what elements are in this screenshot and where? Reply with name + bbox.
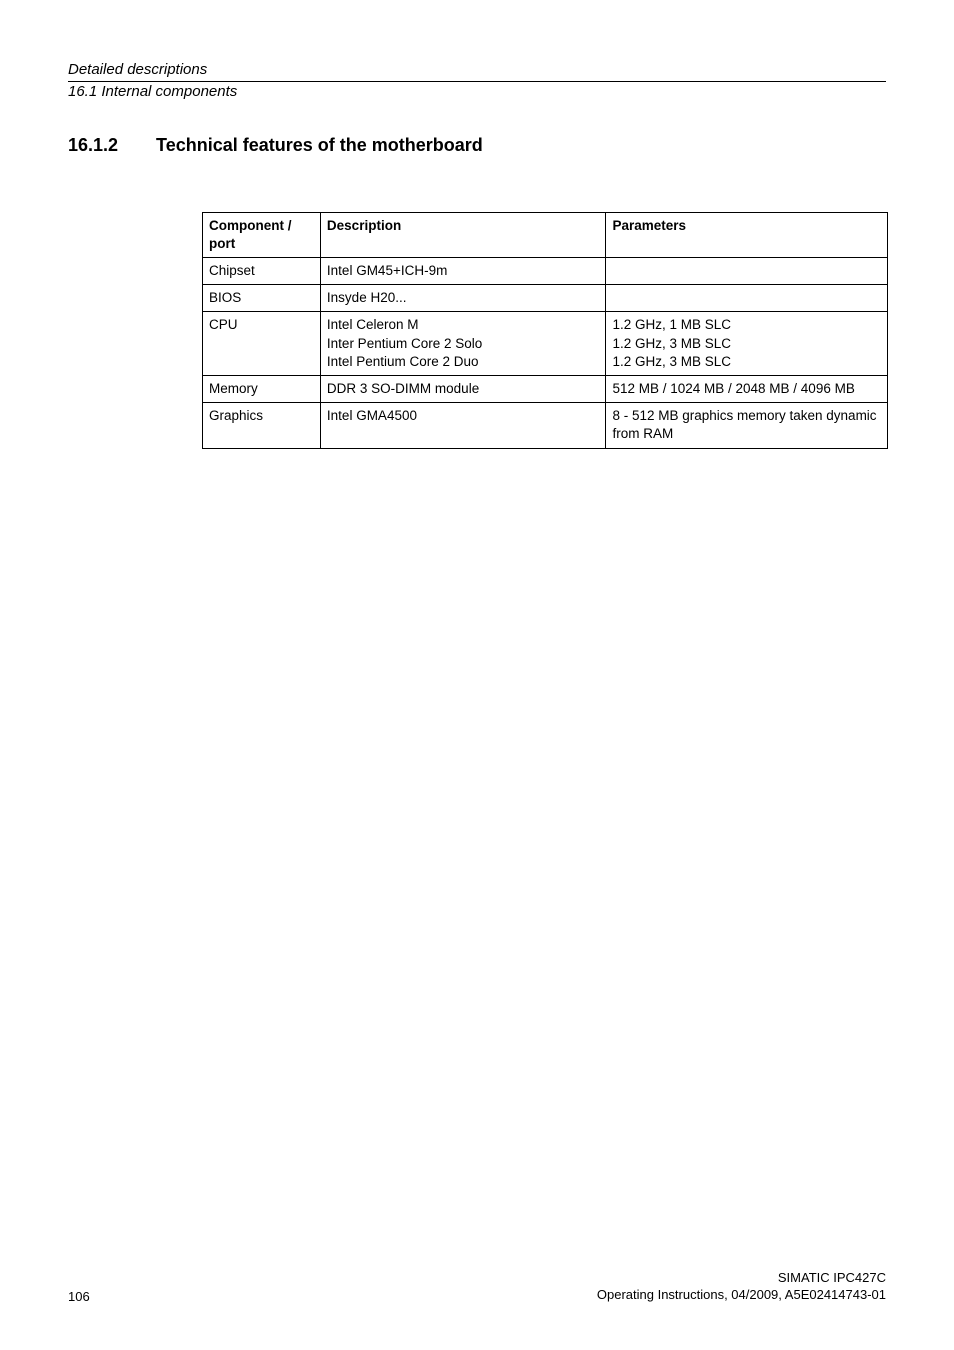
- specs-table-container: Component / port Description Parameters …: [202, 212, 888, 449]
- table-cell: Intel GM45+ICH-9m: [320, 257, 606, 284]
- table-header-row: Component / port Description Parameters: [203, 212, 888, 257]
- table-cell: Intel Celeron MInter Pentium Core 2 Solo…: [320, 312, 606, 376]
- footer-line2: Operating Instructions, 04/2009, A5E0241…: [597, 1286, 886, 1304]
- table-row: ChipsetIntel GM45+ICH-9m: [203, 257, 888, 284]
- table-cell: BIOS: [203, 285, 321, 312]
- breadcrumb-subtitle: 16.1 Internal components: [68, 82, 886, 102]
- breadcrumb-title: Detailed descriptions: [68, 60, 886, 82]
- table-row: GraphicsIntel GMA45008 - 512 MB graphics…: [203, 403, 888, 448]
- table-cell: 1.2 GHz, 1 MB SLC1.2 GHz, 3 MB SLC1.2 GH…: [606, 312, 888, 376]
- col-header-component: Component / port: [203, 212, 321, 257]
- footer-line1: SIMATIC IPC427C: [597, 1269, 886, 1287]
- table-cell: CPU: [203, 312, 321, 376]
- table-row: MemoryDDR 3 SO-DIMM module512 MB / 1024 …: [203, 376, 888, 403]
- page-footer: 106 SIMATIC IPC427C Operating Instructio…: [68, 1269, 886, 1304]
- page-number: 106: [68, 1289, 90, 1304]
- col-header-description: Description: [320, 212, 606, 257]
- section-number: 16.1.2: [68, 135, 118, 156]
- table-cell: 8 - 512 MB graphics memory taken dynamic…: [606, 403, 888, 448]
- footer-text: SIMATIC IPC427C Operating Instructions, …: [597, 1269, 886, 1304]
- table-cell: 512 MB / 1024 MB / 2048 MB / 4096 MB: [606, 376, 888, 403]
- table-cell: Chipset: [203, 257, 321, 284]
- table-cell: Graphics: [203, 403, 321, 448]
- table-row: BIOSInsyde H20...: [203, 285, 888, 312]
- table-cell: Intel GMA4500: [320, 403, 606, 448]
- section-title: Technical features of the motherboard: [156, 135, 483, 156]
- table-cell: [606, 285, 888, 312]
- col-header-parameters: Parameters: [606, 212, 888, 257]
- table-cell: Insyde H20...: [320, 285, 606, 312]
- table-cell: [606, 257, 888, 284]
- table-cell: DDR 3 SO-DIMM module: [320, 376, 606, 403]
- table-row: CPUIntel Celeron MInter Pentium Core 2 S…: [203, 312, 888, 376]
- page-header: Detailed descriptions 16.1 Internal comp…: [68, 60, 886, 103]
- specs-table: Component / port Description Parameters …: [202, 212, 888, 449]
- table-cell: Memory: [203, 376, 321, 403]
- section-heading: 16.1.2 Technical features of the motherb…: [68, 135, 886, 156]
